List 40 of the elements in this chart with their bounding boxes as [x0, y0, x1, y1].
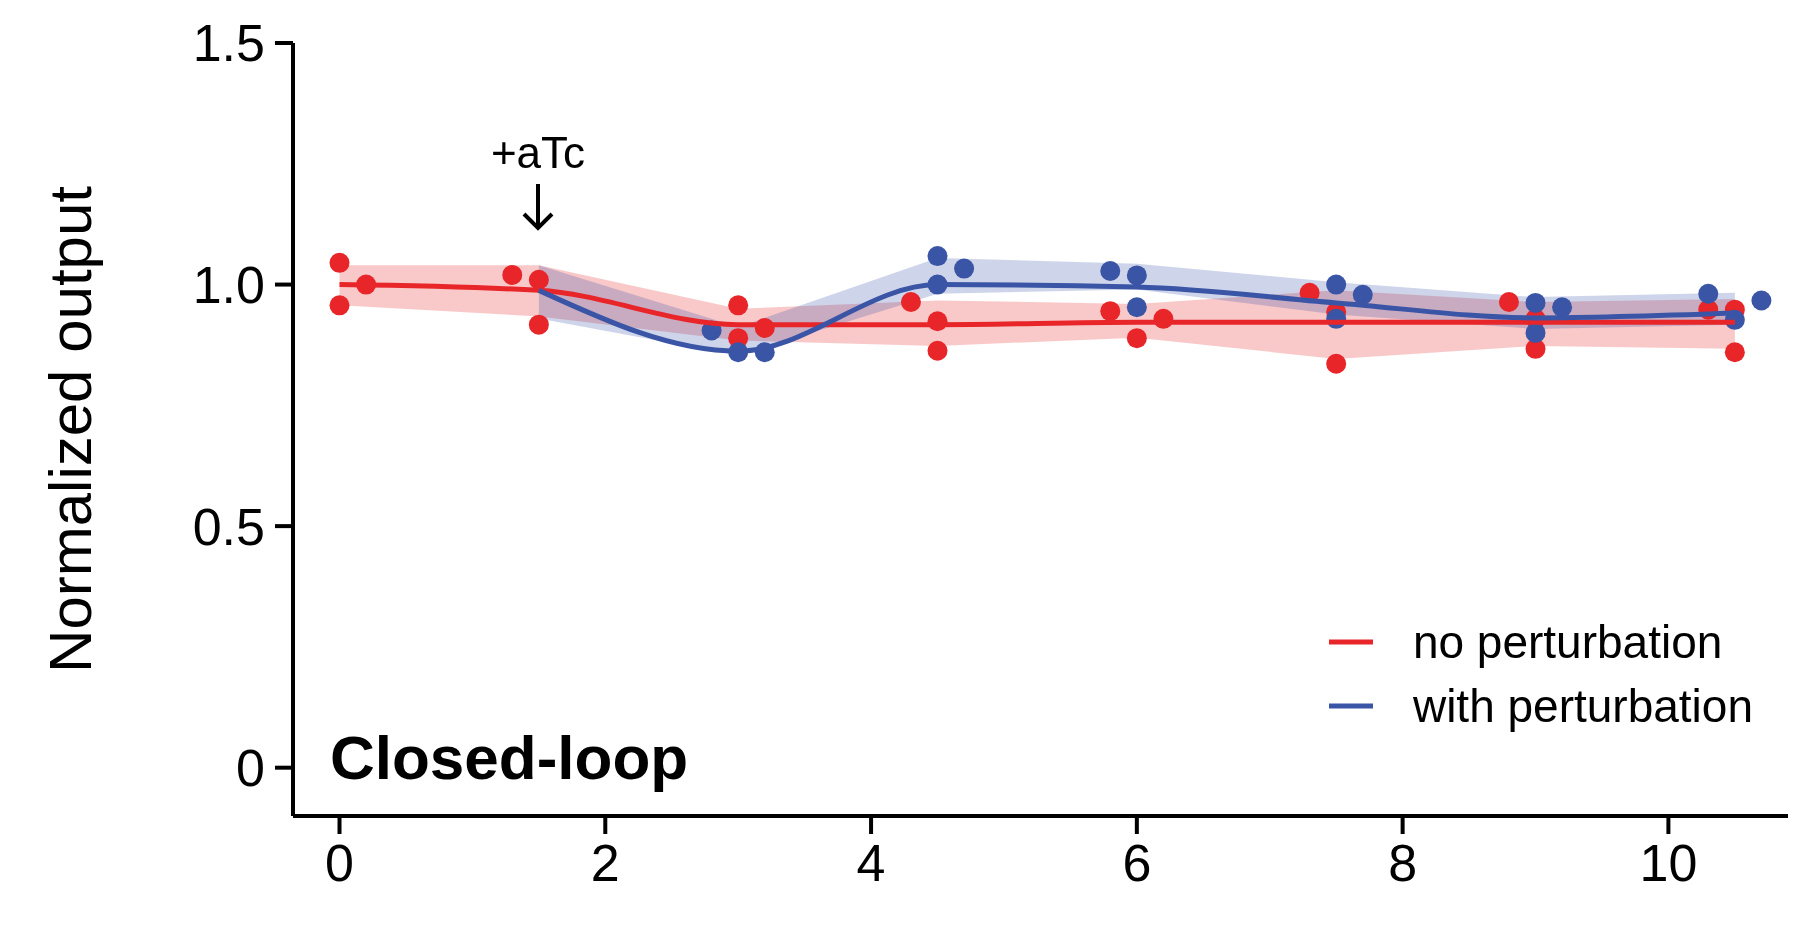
point [1751, 290, 1772, 311]
y-tick-label: 0 [236, 739, 265, 798]
point [528, 269, 549, 290]
x-tick-label: 10 [1639, 833, 1698, 892]
point [1525, 292, 1546, 313]
point [900, 291, 921, 312]
point [1100, 261, 1121, 282]
point [1525, 322, 1546, 343]
annotation: +aTc [490, 128, 586, 178]
x-tick-label: 8 [1388, 833, 1418, 892]
point [502, 264, 523, 285]
point [1326, 353, 1347, 374]
point [1698, 283, 1719, 304]
point [954, 258, 975, 279]
point [1552, 297, 1573, 318]
point [528, 314, 549, 335]
point [1724, 342, 1745, 363]
y-tick-label: 0.5 [192, 497, 265, 556]
point [1498, 291, 1519, 312]
x-tick-label: 4 [856, 833, 886, 892]
point [728, 295, 749, 316]
legend-label: no perturbation [1412, 615, 1723, 669]
point [1100, 301, 1121, 322]
x-tick-label: 0 [325, 833, 354, 892]
legend-label: with perturbation [1412, 679, 1753, 733]
y-axis-title: Normalized output [36, 185, 104, 673]
point [927, 340, 948, 361]
x-tick-label: 6 [1122, 833, 1152, 892]
point [927, 246, 948, 267]
y-tick-label: 1.5 [192, 14, 265, 73]
point [1352, 284, 1373, 305]
point [1126, 265, 1147, 286]
point [1126, 328, 1147, 349]
point [1126, 297, 1147, 318]
point [329, 252, 350, 273]
annotation: Closed-loop [330, 722, 689, 793]
point [1326, 274, 1347, 295]
point [329, 295, 350, 316]
x-tick-label: 2 [590, 833, 620, 892]
y-tick-label: 1.0 [192, 256, 265, 315]
